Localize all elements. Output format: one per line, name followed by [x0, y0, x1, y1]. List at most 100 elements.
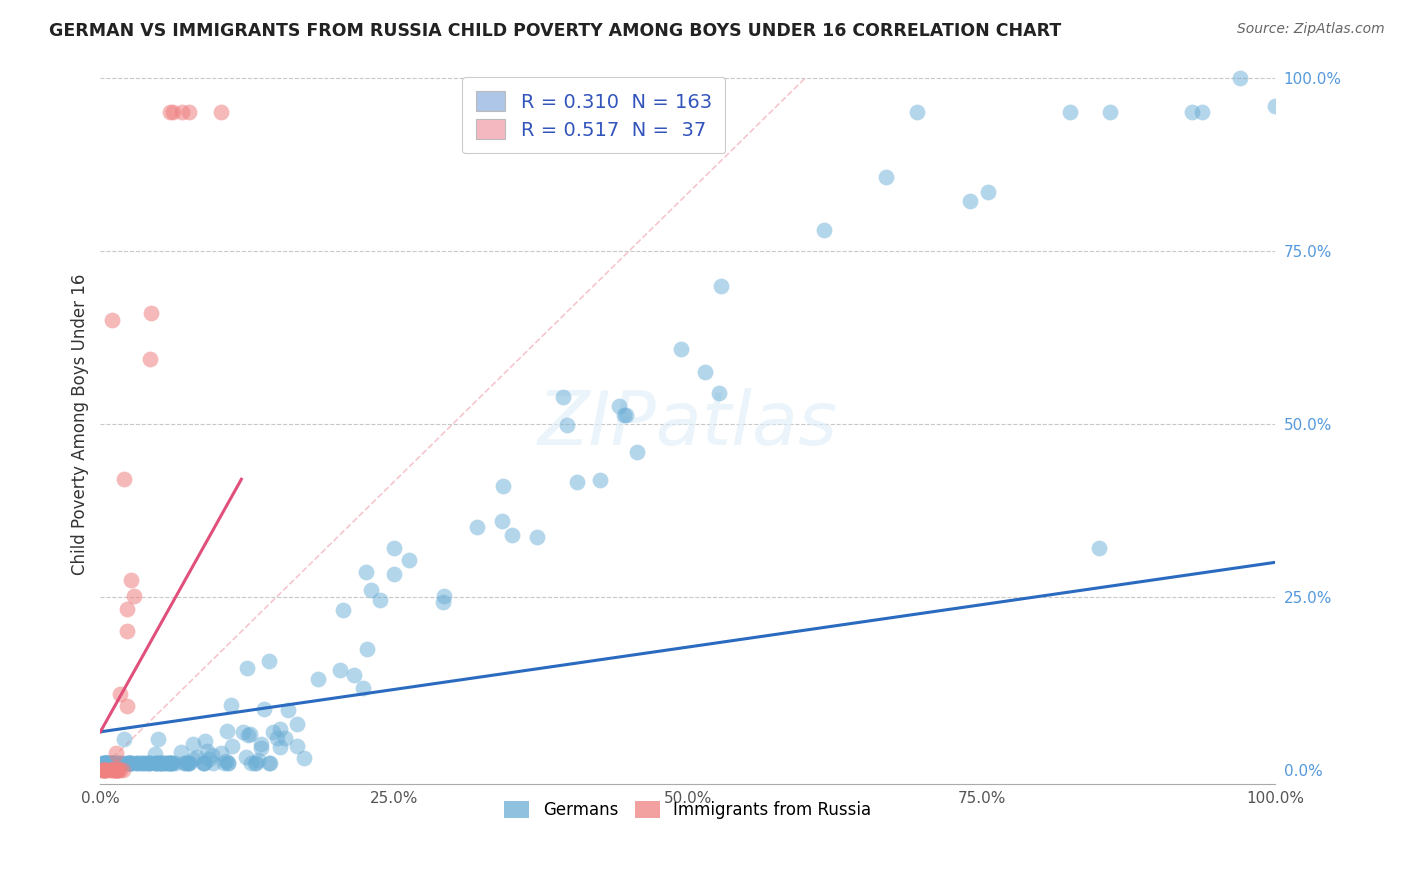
Point [96, 756, 118, 770]
Point [614, 408, 637, 422]
Point [112, 472, 135, 486]
Point [173, 756, 195, 770]
Point [101, 313, 124, 327]
Point [526, 530, 548, 544]
Point [94, 756, 117, 770]
Point [191, 756, 214, 770]
Point [201, 756, 224, 770]
Point [105, 763, 128, 777]
Point [433, 589, 456, 603]
Point [813, 223, 835, 237]
Point [1098, 105, 1121, 120]
Point [160, 756, 183, 770]
Point [432, 595, 454, 609]
Point [138, 756, 160, 770]
Point [959, 194, 981, 209]
Point [101, 756, 124, 770]
Point [195, 744, 218, 758]
Point [103, 763, 125, 777]
Point [607, 399, 630, 413]
Point [112, 763, 135, 777]
Point [209, 746, 232, 760]
Point [492, 479, 515, 493]
Point [262, 725, 284, 739]
Point [285, 717, 308, 731]
Point [240, 756, 263, 770]
Point [1088, 541, 1111, 556]
Point [501, 528, 523, 542]
Point [1264, 98, 1286, 112]
Point [177, 105, 200, 120]
Point [159, 756, 181, 770]
Point [96, 763, 118, 777]
Point [165, 756, 187, 770]
Point [277, 703, 299, 717]
Point [356, 642, 378, 657]
Point [693, 365, 716, 379]
Point [247, 754, 270, 768]
Point [170, 105, 193, 120]
Point [170, 745, 193, 759]
Point [257, 756, 280, 770]
Point [118, 756, 141, 770]
Point [124, 590, 146, 604]
Point [152, 756, 174, 770]
Point [332, 603, 354, 617]
Point [96, 756, 118, 770]
Point [177, 756, 200, 770]
Legend: Germans, Immigrants from Russia: Germans, Immigrants from Russia [498, 794, 877, 826]
Text: ZIPatlas: ZIPatlas [538, 388, 838, 460]
Point [905, 105, 928, 120]
Point [194, 734, 217, 748]
Point [292, 751, 315, 765]
Point [134, 756, 156, 770]
Point [382, 566, 405, 581]
Point [96, 756, 118, 770]
Point [94, 756, 117, 770]
Point [287, 739, 309, 754]
Point [250, 737, 273, 751]
Point [100, 763, 122, 777]
Point [146, 732, 169, 747]
Point [159, 105, 181, 120]
Point [138, 756, 160, 770]
Point [217, 756, 239, 770]
Point [153, 756, 176, 770]
Point [143, 756, 166, 770]
Point [125, 756, 148, 770]
Point [105, 763, 128, 777]
Point [710, 278, 733, 293]
Point [173, 756, 195, 770]
Text: Source: ZipAtlas.com: Source: ZipAtlas.com [1237, 22, 1385, 37]
Point [90, 763, 112, 777]
Point [115, 756, 138, 770]
Point [94, 756, 117, 770]
Point [104, 756, 127, 770]
Point [93, 763, 115, 777]
Point [176, 756, 198, 770]
Point [159, 756, 181, 770]
Point [465, 520, 488, 534]
Point [115, 624, 138, 639]
Point [98, 756, 121, 770]
Point [491, 514, 513, 528]
Point [117, 699, 139, 714]
Point [343, 668, 366, 682]
Point [160, 756, 183, 770]
Point [221, 739, 243, 753]
Point [104, 763, 127, 777]
Point [193, 756, 215, 770]
Point [236, 728, 259, 742]
Point [368, 593, 391, 607]
Point [104, 763, 127, 777]
Point [111, 756, 134, 770]
Point [354, 565, 377, 579]
Point [215, 754, 238, 768]
Point [120, 756, 142, 770]
Point [626, 444, 648, 458]
Point [382, 541, 405, 555]
Point [96, 756, 118, 770]
Point [186, 750, 208, 764]
Point [149, 756, 172, 770]
Point [94, 763, 117, 777]
